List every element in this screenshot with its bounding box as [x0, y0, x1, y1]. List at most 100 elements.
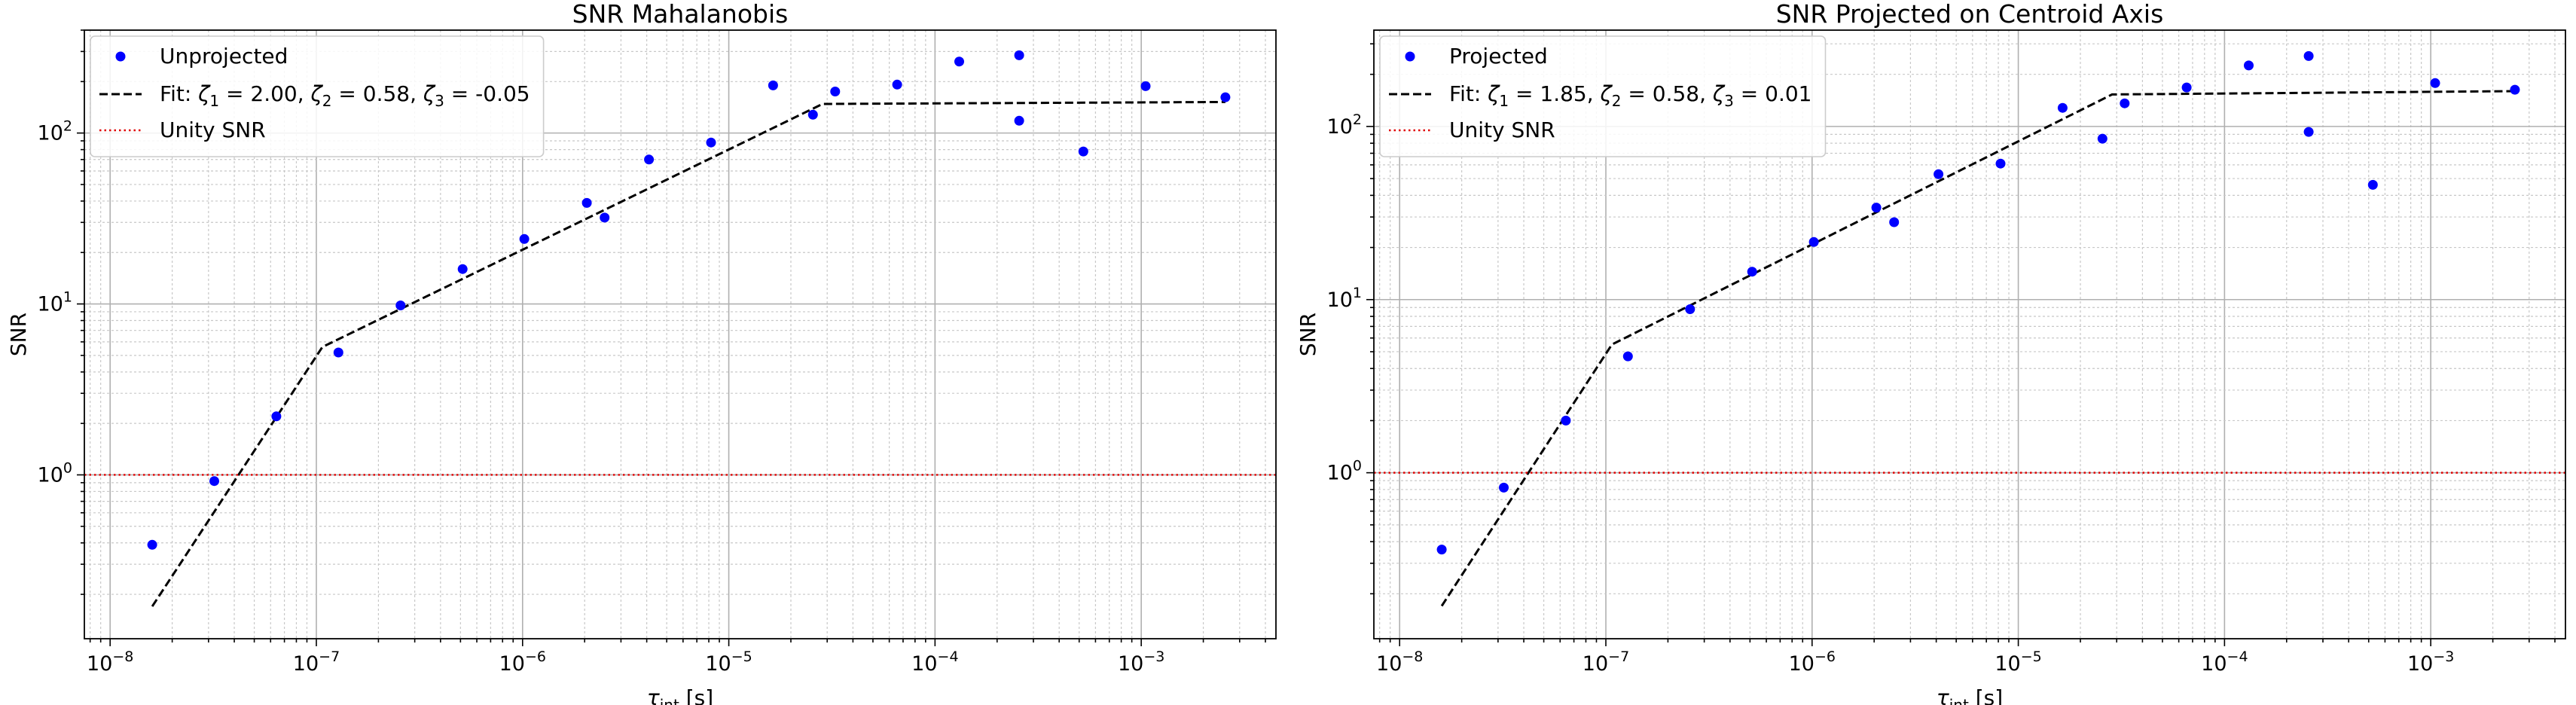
x-tick-label: 10−3 [2407, 649, 2454, 676]
legend-zeta-subscript: 2 [322, 92, 332, 110]
x-tick-label: 10−6 [499, 649, 546, 676]
data-point [1140, 81, 1151, 91]
y-tick-exponent: 2 [63, 118, 72, 135]
y-tick-base: 10 [1327, 462, 1353, 485]
data-point [333, 347, 343, 358]
x-tick-base: 10 [1583, 652, 1608, 676]
x-tick-exponent: −4 [2227, 649, 2248, 665]
legend-zeta-symbol: ζ [1487, 81, 1500, 106]
legend-entry: Fit: ζ1 = 2.00, ζ2 = 0.58, ζ3 = -0.05 [99, 81, 530, 110]
legend-zeta-subscript: 1 [1499, 92, 1509, 110]
legend-box [90, 35, 545, 157]
data-point [1808, 237, 1819, 247]
x-axis-label-symbol: τ [1937, 685, 1949, 705]
x-tick-base: 10 [293, 652, 319, 676]
data-point [581, 197, 592, 208]
legend-marker-scatter [1405, 51, 1415, 62]
legend-entry: Unprojected [115, 44, 288, 69]
x-tick-label: 10−3 [1118, 649, 1164, 676]
data-point [807, 109, 818, 120]
x-tick-label: 10−4 [2201, 649, 2248, 676]
legend-entry: Unity SNR [99, 118, 266, 142]
axes-frame [84, 29, 1277, 639]
legend-entry: Unity SNR [1389, 118, 1555, 142]
axes-frame [1373, 29, 2566, 639]
data-point [2097, 133, 2107, 144]
legend-entry: Projected [1405, 44, 1548, 69]
y-axis-label: SNR [6, 313, 31, 356]
data-point [644, 154, 655, 165]
legend-zeta-subscript: 3 [1724, 92, 1734, 110]
x-tick-label: 10−8 [1376, 649, 1423, 676]
y-tick-label: 100 [38, 459, 72, 487]
y-tick-exponent: 1 [63, 289, 72, 306]
data-point [706, 137, 716, 148]
x-tick-base: 10 [1118, 652, 1143, 676]
data-point [2244, 60, 2254, 71]
x-tick-base: 10 [1376, 652, 1402, 676]
legend-zeta-subscript: 1 [209, 92, 219, 110]
y-tick-label: 101 [38, 289, 72, 316]
chart-title: SNR Mahalanobis [572, 0, 789, 29]
legend-label: Unprojected [160, 44, 288, 69]
x-axis-label-symbol: τ [647, 685, 660, 705]
legend-label: Fit: ζ1 = 1.85, ζ2 = 0.58, ζ3 = 0.01 [1449, 81, 1812, 110]
x-tick-base: 10 [705, 652, 731, 676]
data-point [1889, 217, 1900, 227]
x-tick-label: 10−5 [1995, 649, 2041, 676]
legend-zeta-symbol: ζ [310, 81, 324, 106]
data-point [1934, 169, 1944, 179]
x-tick-label: 10−4 [911, 649, 958, 676]
legend-entry: Fit: ζ1 = 1.85, ζ2 = 0.58, ζ3 = 0.01 [1389, 81, 1812, 110]
x-tick-exponent: −4 [938, 649, 959, 665]
x-axis-label-subscript: int [1949, 696, 1969, 705]
x-tick-base: 10 [2407, 652, 2433, 676]
legend-label: Fit: ζ1 = 2.00, ζ2 = 0.58, ζ3 = -0.05 [160, 81, 530, 110]
data-point [1078, 146, 1088, 157]
y-tick-base: 10 [1327, 288, 1353, 312]
y-tick-exponent: 0 [1353, 458, 1362, 475]
data-point [2430, 78, 2440, 88]
legend-zeta-symbol: ζ [1600, 81, 1613, 106]
x-tick-label: 10−7 [293, 649, 340, 676]
x-axis-label-unit: [s] [679, 685, 713, 705]
x-tick-label: 10−7 [1583, 649, 1629, 676]
data-point [2303, 50, 2314, 61]
data-point [147, 539, 157, 550]
x-axis-label-unit: [s] [1969, 685, 2003, 705]
legend-label: Projected [1449, 44, 1548, 69]
data-point [1014, 115, 1024, 126]
legend-label-prefix: Fit: [160, 81, 198, 106]
x-axis-label: τint [s] [647, 685, 713, 705]
data-point [1871, 203, 1882, 213]
x-tick-exponent: −7 [1608, 649, 1629, 665]
data-point [2303, 127, 2314, 137]
legend-zeta-value: = 0.58, [1622, 81, 1713, 106]
x-tick-exponent: −3 [1143, 649, 1164, 665]
y-tick-exponent: 1 [1353, 285, 1362, 301]
data-point [2510, 84, 2520, 95]
x-tick-exponent: −3 [2433, 649, 2454, 665]
plot-area [84, 50, 1276, 607]
y-tick-label: 102 [38, 118, 72, 145]
legend-label: Unity SNR [1449, 118, 1555, 142]
data-point [600, 212, 610, 223]
data-point [209, 476, 219, 487]
x-tick-base: 10 [1789, 652, 1814, 676]
x-tick-label: 10−8 [87, 649, 133, 676]
x-tick-base: 10 [499, 652, 525, 676]
x-axis-label: τint [s] [1937, 685, 2003, 705]
x-tick-base: 10 [87, 652, 112, 676]
data-point [1561, 415, 1571, 426]
y-axis-label: SNR [1296, 313, 1320, 356]
chart-title: SNR Projected on Centroid Axis [1776, 0, 2164, 29]
x-tick-label: 10−5 [705, 649, 752, 676]
data-point [1622, 351, 1633, 362]
data-point [1995, 158, 2006, 169]
legend-zeta-value: = 1.85, [1509, 81, 1600, 106]
legend-zeta-subscript: 2 [1612, 92, 1622, 110]
data-point [2367, 179, 2378, 190]
x-tick-exponent: −5 [731, 649, 752, 665]
